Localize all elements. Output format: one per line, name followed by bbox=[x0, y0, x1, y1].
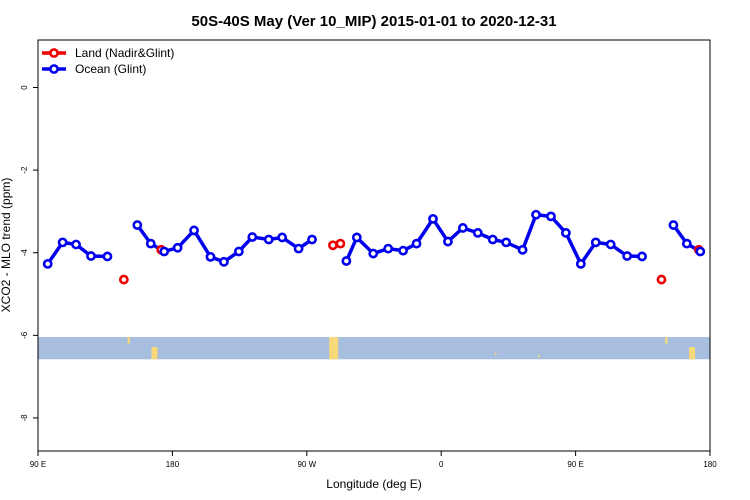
ocean-point bbox=[517, 244, 528, 255]
land-patch bbox=[689, 347, 696, 360]
ocean-point bbox=[307, 234, 317, 245]
y-tick-label: -6 bbox=[20, 331, 29, 339]
ocean-point bbox=[411, 238, 422, 249]
ocean-point bbox=[132, 220, 143, 230]
y-axis: 0 -2 -4 -6 -8 bbox=[20, 85, 38, 422]
ocean-point bbox=[102, 251, 113, 262]
y-tick-label: -4 bbox=[20, 249, 29, 257]
legend: Land (Nadir&Glint) Ocean (Glint) bbox=[42, 46, 174, 76]
ocean-point bbox=[428, 213, 438, 224]
land-patch bbox=[494, 352, 497, 355]
y-tick-label: -2 bbox=[20, 166, 29, 174]
ocean-point bbox=[383, 243, 394, 254]
ocean-point bbox=[57, 237, 68, 248]
ocean-point bbox=[575, 258, 586, 269]
y-axis-label: XCO2 - MLO trend (ppm) bbox=[0, 178, 13, 313]
y-tick-label: -8 bbox=[20, 414, 29, 422]
ocean-point bbox=[219, 256, 229, 267]
ocean-point bbox=[42, 258, 53, 269]
ocean-point bbox=[681, 238, 692, 249]
land-patch bbox=[151, 347, 158, 360]
ocean-point bbox=[622, 251, 633, 261]
land-point bbox=[328, 240, 338, 251]
ocean-point bbox=[472, 228, 483, 238]
x-tick-label: 90 W bbox=[297, 460, 316, 469]
land-point bbox=[656, 274, 667, 285]
ocean-point bbox=[546, 211, 556, 222]
ocean-point bbox=[247, 232, 258, 242]
ocean-point bbox=[590, 237, 601, 248]
chart-title: 50S-40S May (Ver 10_MIP) 2015-01-01 to 2… bbox=[191, 13, 556, 30]
y-tick-label: 0 bbox=[20, 85, 29, 90]
land-point bbox=[118, 274, 129, 285]
ocean-point bbox=[341, 256, 352, 266]
ocean-point bbox=[398, 245, 409, 256]
ocean-point bbox=[71, 239, 81, 250]
plot-area bbox=[42, 209, 706, 285]
ocean-point bbox=[501, 237, 512, 248]
ocean-point bbox=[443, 236, 453, 247]
ocean-point bbox=[172, 242, 183, 253]
x-tick-label: 90 E bbox=[30, 460, 46, 469]
ocean-point bbox=[368, 248, 379, 259]
x-axis-label: Longitude (deg E) bbox=[326, 477, 421, 491]
land-patch bbox=[329, 336, 339, 360]
ocean-point bbox=[263, 234, 274, 245]
ocean-point bbox=[487, 234, 498, 245]
ocean-point bbox=[457, 223, 468, 233]
legend-marker bbox=[49, 64, 59, 74]
x-tick-label: 180 bbox=[166, 460, 180, 469]
ocean-point bbox=[159, 246, 170, 257]
ocean-point bbox=[189, 225, 199, 236]
x-axis: 90 E 180 90 W 0 90 E 180 bbox=[30, 451, 717, 469]
x-tick-label: 0 bbox=[439, 460, 444, 469]
latitude-band bbox=[38, 336, 710, 360]
plot-frame bbox=[37, 39, 711, 452]
land-patch bbox=[538, 354, 540, 358]
ocean-point bbox=[560, 228, 571, 238]
ocean-point bbox=[351, 232, 362, 243]
ocean-point bbox=[205, 251, 216, 262]
ocean-point bbox=[145, 238, 156, 249]
ocean-point bbox=[233, 246, 244, 257]
ocean-point bbox=[293, 243, 304, 254]
land-point bbox=[335, 238, 346, 249]
x-tick-label: 180 bbox=[703, 460, 717, 469]
legend-label: Land (Nadir&Glint) bbox=[75, 46, 174, 60]
ocean-point bbox=[605, 239, 616, 250]
ocean-point bbox=[695, 246, 706, 257]
ocean-point bbox=[668, 220, 679, 230]
ocean-band bbox=[38, 336, 710, 360]
x-tick-label: 90 E bbox=[567, 460, 583, 469]
ocean-point bbox=[637, 251, 647, 262]
legend-label: Ocean (Glint) bbox=[75, 62, 146, 76]
land-patch bbox=[127, 336, 130, 344]
ocean-point bbox=[531, 209, 541, 220]
land-patch bbox=[665, 336, 668, 344]
legend-marker bbox=[49, 48, 59, 58]
ocean-point bbox=[277, 232, 288, 243]
ocean-point bbox=[86, 251, 96, 261]
